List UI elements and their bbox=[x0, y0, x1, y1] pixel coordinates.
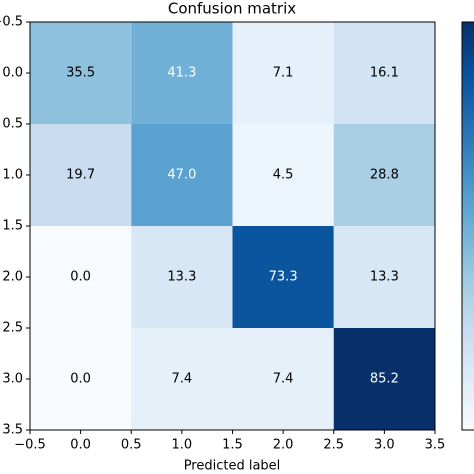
cell bbox=[232, 226, 334, 328]
cell bbox=[131, 22, 233, 124]
y-tick-label: 1.0 bbox=[2, 168, 23, 183]
cell bbox=[30, 22, 132, 124]
cell bbox=[131, 124, 233, 226]
y-tick-label: 0.5 bbox=[2, 117, 23, 132]
x-tick-label: 3.5 bbox=[425, 438, 446, 453]
cell-label: 7.4 bbox=[273, 372, 294, 387]
cell-label: 7.4 bbox=[172, 372, 193, 387]
cell-label: 28.8 bbox=[370, 168, 399, 183]
cell-label: 41.3 bbox=[167, 66, 196, 81]
x-tick-label: 0.5 bbox=[121, 438, 142, 453]
cell bbox=[232, 124, 334, 226]
y-tick-label: 0.0 bbox=[2, 66, 23, 81]
x-tick-label: 2.5 bbox=[323, 438, 344, 453]
x-tick-label: −0.5 bbox=[14, 438, 46, 453]
colorbar bbox=[461, 21, 474, 431]
x-tick-label: 2.0 bbox=[273, 438, 294, 453]
x-axis-label: Predicted label bbox=[184, 459, 281, 474]
cell-label: 16.1 bbox=[370, 66, 399, 81]
x-tick-label: 1.5 bbox=[222, 438, 243, 453]
y-tick-label: 2.0 bbox=[2, 270, 23, 285]
y-tick-label: −0.5 bbox=[0, 15, 23, 30]
x-tick-label: 1.0 bbox=[172, 438, 193, 453]
cell bbox=[333, 22, 435, 124]
cell bbox=[333, 226, 435, 328]
cell bbox=[232, 22, 334, 124]
cell bbox=[232, 328, 334, 430]
y-tick-label: 1.5 bbox=[2, 219, 23, 234]
cell bbox=[131, 328, 233, 430]
cell-label: 4.5 bbox=[273, 168, 294, 183]
cell-label: 19.7 bbox=[66, 168, 95, 183]
cell bbox=[333, 328, 435, 430]
cell bbox=[30, 226, 132, 328]
cell-label: 85.2 bbox=[370, 372, 399, 387]
cell-label: 0.0 bbox=[70, 372, 91, 387]
cell-label: 0.0 bbox=[70, 270, 91, 285]
y-tick-label: 2.5 bbox=[2, 321, 23, 336]
cell-label: 13.3 bbox=[167, 270, 196, 285]
cell bbox=[333, 124, 435, 226]
cell-label: 47.0 bbox=[167, 168, 196, 183]
cell-label: 73.3 bbox=[269, 270, 298, 285]
cell-label: 13.3 bbox=[370, 270, 399, 285]
cell bbox=[30, 124, 132, 226]
y-tick-label: 3.5 bbox=[2, 423, 23, 438]
x-tick-label: 3.0 bbox=[374, 438, 395, 453]
y-tick-label: 3.0 bbox=[2, 372, 23, 387]
cell-label: 35.5 bbox=[66, 66, 95, 81]
chart-title: Confusion matrix bbox=[168, 0, 296, 18]
cell-label: 7.1 bbox=[273, 66, 294, 81]
x-tick-label: 0.0 bbox=[70, 438, 91, 453]
cell bbox=[131, 226, 233, 328]
cell bbox=[30, 328, 132, 430]
